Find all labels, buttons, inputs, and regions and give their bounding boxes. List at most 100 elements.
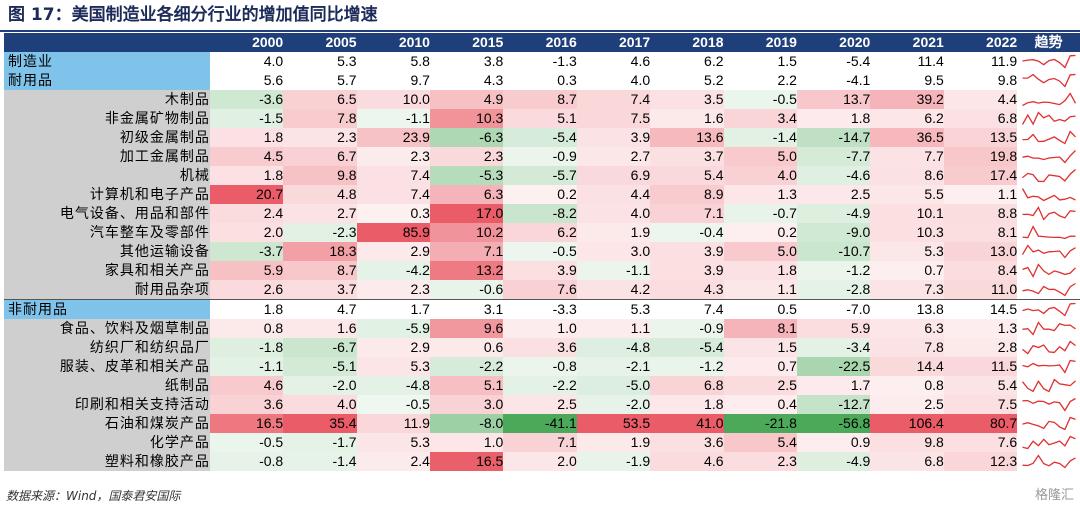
- value-cell: -1.4: [283, 452, 357, 471]
- value-cell: 13.5: [943, 128, 1018, 147]
- value-cell: -5.9: [356, 319, 430, 338]
- value-cell: -0.9: [650, 319, 724, 338]
- value-cell: -8.2: [503, 204, 577, 223]
- sparkline-path: [1021, 244, 1076, 259]
- value-cell: 7.5: [576, 109, 651, 128]
- value-cell: 8.9: [650, 185, 724, 204]
- value-cell: 2.3: [356, 147, 430, 166]
- sparkline-path: [1021, 92, 1076, 107]
- value-cell: 5.4: [723, 433, 797, 452]
- value-cell: 18.3: [283, 242, 357, 261]
- sparkline-path: [1022, 130, 1076, 145]
- row-label: 家具和相关产品: [4, 261, 210, 280]
- value-cell: 17.4: [943, 166, 1018, 185]
- trend-cell: [1017, 147, 1080, 166]
- source-note: 数据来源：Wind，国泰君安国际: [6, 489, 181, 503]
- value-cell: 4.6: [630, 53, 651, 69]
- value-cell: 5.4: [943, 376, 1018, 395]
- value-cell: 1.8: [796, 109, 871, 128]
- sparkline-path: [1021, 302, 1076, 317]
- table-row: 纸制品 4.6 -2.0 -4.8 5.1 -2.2 -5.0 6.8 2.5 1.7 0.8 5.4: [4, 376, 1080, 395]
- value-cell: 9.8: [997, 72, 1018, 88]
- table-row: 非耐用品 1.8 4.7 1.7 3.1 -3.3 5.3 7.4 0.5 -7.0 13.8 14.…: [4, 299, 1080, 319]
- table-row: 耐用品杂项 2.6 3.7 2.3 -0.6 7.6 4.2 4.3 1.1 -2.8 7.3 11.…: [4, 280, 1080, 300]
- sparkline: [1021, 111, 1076, 126]
- trend-cell: [1017, 109, 1080, 128]
- row-label: 木制品: [4, 90, 210, 109]
- value-cell: 2.3: [723, 452, 797, 471]
- value-cell: -6.7: [283, 338, 357, 357]
- sparkline: [1021, 150, 1076, 164]
- table-row: 电气设备、用品和部件 2.4 2.7 0.3 17.0 -8.2 4.0 7.1 -0.7 -4.…: [4, 204, 1080, 223]
- value-cell: 2.0: [503, 452, 577, 471]
- page-title: 图 17：美国制造业各细分行业的增加值同比增速: [8, 5, 378, 25]
- value-cell: -1.2: [796, 261, 871, 280]
- table-row: 制造业 4.0 5.3 5.8 3.8 -1.3 4.6 6.2 1.5 -5.4 11.4 11.9: [4, 52, 1080, 71]
- value-cell: 7.5: [943, 395, 1018, 414]
- value-cell: -1.5: [209, 109, 284, 128]
- value-cell: -0.8: [503, 357, 577, 376]
- value-cell: 8.6: [870, 166, 944, 185]
- value-cell: 7.8: [870, 338, 944, 357]
- value-cell: 3.1: [429, 299, 504, 319]
- value-cell: -3.3: [503, 299, 577, 319]
- value-cell: 3.0: [429, 395, 504, 414]
- value-cell: 2.5: [796, 185, 871, 204]
- value-cell: 41.0: [650, 414, 724, 433]
- value-cell: 1.7: [356, 299, 430, 319]
- row-label: 塑料和橡胶产品: [4, 452, 210, 471]
- value-cell: -0.5: [723, 90, 797, 109]
- value-cell: 80.7: [943, 414, 1018, 433]
- value-cell: 5.6: [263, 72, 284, 88]
- value-cell: 4.7: [283, 299, 357, 319]
- trend-cell: [1017, 242, 1080, 261]
- table-row: 木制品 -3.6 6.5 10.0 4.9 8.7 7.4 3.5 -0.5 13.7 39.2 4.…: [4, 90, 1080, 109]
- row-label: 其他运输设备: [4, 242, 210, 261]
- sparkline-path: [1022, 73, 1076, 88]
- row-label: 机械: [4, 166, 210, 185]
- value-cell: 1.8: [723, 261, 797, 280]
- value-cell: -5.0: [576, 376, 651, 395]
- value-cell: -4.8: [356, 376, 430, 395]
- value-cell: 2.5: [503, 395, 577, 414]
- value-cell: 2.5: [870, 395, 944, 414]
- row-label: 制造业: [4, 52, 210, 71]
- column-header: 2018: [650, 33, 724, 52]
- trend-cell: [1017, 433, 1080, 452]
- value-cell: 4.5: [209, 147, 284, 166]
- value-cell: 16.5: [429, 452, 504, 471]
- table-row: 印刷和相关支持活动 3.6 4.0 -0.5 3.0 2.5 -2.0 1.8 0.4 -12.7…: [4, 395, 1080, 414]
- value-cell: 5.3: [337, 53, 357, 69]
- sparkline-path: [1021, 54, 1076, 69]
- value-cell: -21.8: [723, 414, 797, 433]
- header-row: 2000 2005 2010 2015 2016 2017 2018 2019 2020 2021…: [4, 33, 1080, 52]
- trend-cell: [1017, 166, 1080, 185]
- value-cell: 85.9: [356, 223, 430, 242]
- value-cell: 2.2: [777, 72, 797, 88]
- value-cell: 7.4: [650, 299, 724, 319]
- column-header: 2000: [209, 33, 284, 52]
- value-cell: 23.9: [356, 128, 430, 147]
- value-cell: -0.5: [503, 242, 577, 261]
- value-cell: 2.5: [723, 376, 797, 395]
- value-cell: -1.4: [723, 128, 797, 147]
- value-cell: 2.9: [356, 242, 430, 261]
- value-cell: -0.5: [209, 433, 284, 452]
- value-cell: 3.9: [650, 242, 724, 261]
- value-cell: 1.8: [209, 299, 284, 319]
- value-cell: -5.4: [503, 128, 577, 147]
- value-cell: 5.0: [723, 242, 797, 261]
- value-cell: 8.1: [723, 319, 797, 338]
- value-cell: 1.3: [723, 185, 797, 204]
- value-cell: 1.8: [209, 166, 284, 185]
- value-cell: 3.5: [650, 90, 724, 109]
- value-cell: 2.4: [209, 204, 284, 223]
- value-cell: 53.5: [576, 414, 651, 433]
- value-cell: -0.9: [503, 147, 577, 166]
- value-cell: 2.4: [356, 452, 430, 471]
- value-cell: 5.3: [356, 433, 430, 452]
- value-cell: 1.9: [576, 433, 651, 452]
- sparkline: [1021, 92, 1076, 107]
- sparkline-path: [1021, 263, 1076, 278]
- trend-cell: [1017, 52, 1080, 71]
